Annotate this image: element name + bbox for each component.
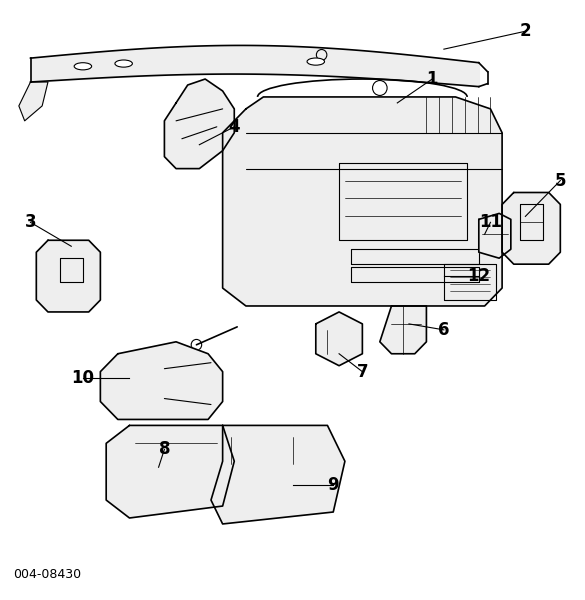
Polygon shape — [164, 79, 234, 169]
Ellipse shape — [115, 60, 132, 67]
Text: 7: 7 — [356, 362, 368, 380]
Text: 12: 12 — [467, 267, 490, 285]
Polygon shape — [479, 214, 511, 258]
Text: 10: 10 — [71, 368, 94, 386]
Ellipse shape — [307, 58, 325, 65]
Text: 1: 1 — [426, 70, 438, 88]
Text: 9: 9 — [328, 476, 339, 494]
Polygon shape — [223, 97, 502, 306]
Polygon shape — [101, 342, 223, 419]
Polygon shape — [502, 193, 560, 264]
Polygon shape — [316, 312, 362, 365]
Text: 4: 4 — [229, 118, 240, 136]
Text: 5: 5 — [555, 172, 566, 190]
Polygon shape — [106, 425, 234, 518]
Text: 11: 11 — [479, 214, 502, 232]
Text: 3: 3 — [25, 214, 36, 232]
Text: 8: 8 — [159, 440, 170, 458]
Polygon shape — [380, 306, 426, 354]
Text: 004-08430: 004-08430 — [13, 568, 81, 581]
Polygon shape — [36, 240, 101, 312]
Polygon shape — [211, 425, 345, 524]
Text: 6: 6 — [438, 321, 450, 339]
Ellipse shape — [74, 63, 92, 70]
Text: 2: 2 — [519, 22, 531, 40]
Polygon shape — [19, 82, 48, 121]
